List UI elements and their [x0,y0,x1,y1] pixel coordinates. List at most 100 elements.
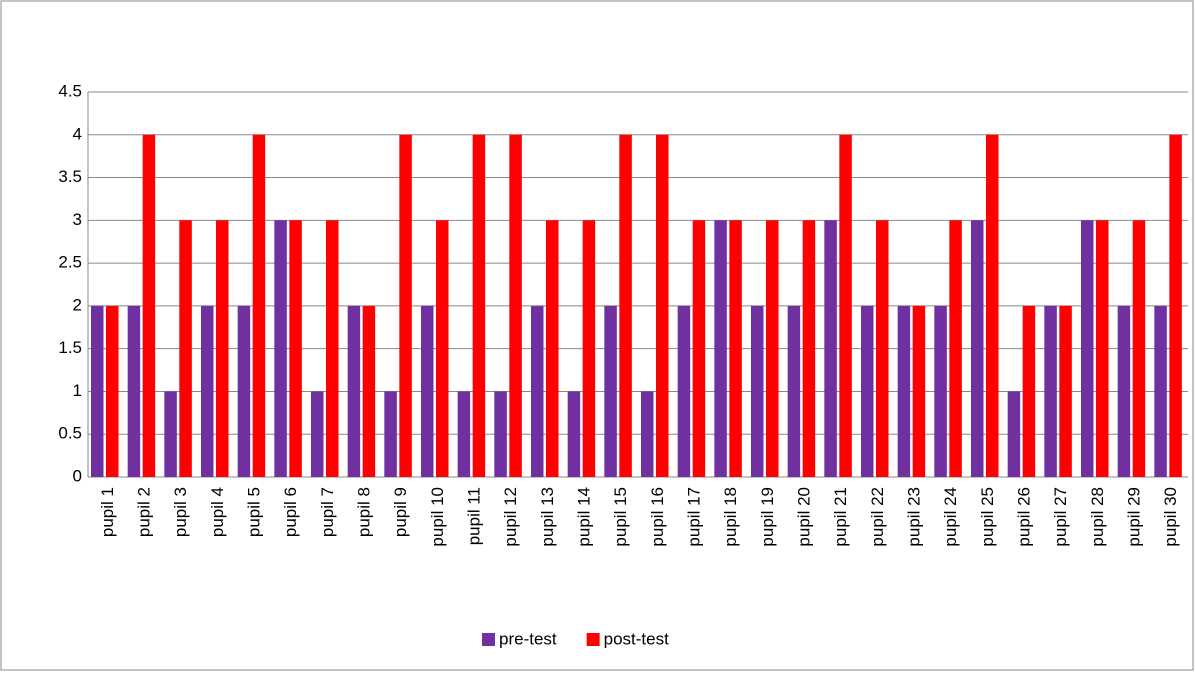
bar [824,220,837,478]
x-tick-label: pupil 14 [574,487,593,547]
bar [971,220,984,478]
bar [201,305,214,477]
legend-swatch [586,633,600,646]
y-tick-label: 1 [73,381,82,400]
bar [1059,305,1072,477]
x-tick-label: pupil 27 [1051,487,1070,547]
x-tick-label: pupil 16 [648,487,667,547]
bar [384,391,397,477]
bar [457,391,471,477]
x-tick-label: pupil 11 [464,487,483,545]
bar [751,305,764,477]
y-tick-label: 0.5 [58,424,82,443]
x-tick-label: pupil 30 [1161,487,1180,547]
bar [692,220,706,478]
bar [897,305,911,477]
bar [986,134,999,477]
bar [91,305,104,477]
x-tick-label: pupil 24 [941,487,960,547]
bar [567,391,581,477]
x-tick-label: pupil 26 [1014,487,1033,547]
y-tick-label: 2 [73,295,82,314]
x-tick-label: pupil 12 [501,487,520,547]
bar [677,305,691,477]
bar [714,220,727,478]
x-tick-label: pupil 9 [391,487,410,537]
bar [546,220,559,478]
y-tick-label: 2.5 [58,253,82,272]
bar [289,220,302,478]
bar [802,220,816,478]
x-tick-label: pupil 28 [1088,487,1107,547]
bar [656,134,669,477]
x-tick-label: pupil 10 [428,487,447,547]
x-tick-label: pupil 1 [98,487,117,537]
x-tick-label: pupil 21 [831,487,850,547]
bar [252,134,266,477]
bar [619,134,632,477]
bar [509,134,522,477]
y-tick-label: 4.5 [58,81,82,100]
x-tick-label: pupil 6 [281,487,300,537]
bar [237,305,251,477]
y-tick-label: 1.5 [58,338,82,357]
bar [326,220,339,478]
bar [311,391,324,477]
x-tick-label: pupil 3 [171,487,190,537]
bar [472,134,486,477]
x-tick-label: pupil 29 [1124,487,1143,547]
bar [106,305,119,477]
bar [1007,391,1021,477]
bar [274,220,287,478]
bar [127,305,141,477]
x-tick-label: pupil 8 [354,487,373,537]
y-tick-label: 3 [73,210,82,229]
bar [1081,220,1094,478]
bar [347,305,361,477]
bar [876,220,889,478]
x-tick-label: pupil 23 [904,487,923,547]
bar [787,305,801,477]
bar [1169,134,1182,477]
bar [934,305,947,477]
bar [1044,305,1057,477]
x-tick-label: pupil 2 [134,487,153,537]
x-tick-label: pupil 4 [208,487,227,537]
bar [949,220,962,478]
bar [1096,220,1109,478]
bar [582,220,596,478]
x-tick-label: pupil 17 [684,487,703,547]
x-tick-label: pupil 7 [318,487,337,537]
bar [1132,220,1146,478]
bar [399,134,412,477]
legend-label: pre-test [499,629,557,648]
x-tick-label: pupil 22 [868,487,887,547]
bar [604,305,617,477]
bar [494,391,507,477]
legend-swatch [482,633,495,646]
bar [1117,305,1131,477]
x-tick-label: pupil 20 [794,487,813,547]
x-tick-label: pupil 25 [978,487,997,547]
y-tick-label: 3.5 [58,167,82,186]
bar [216,220,229,478]
bar [839,134,852,477]
legend-label: post-test [604,629,669,648]
y-tick-label: 0 [73,466,82,485]
bar [164,391,177,477]
bar [729,220,742,478]
bar [362,305,376,477]
x-tick-label: pupil 5 [244,487,263,537]
bar [179,220,192,478]
x-tick-label: pupil 18 [721,487,740,547]
x-tick-label: pupil 13 [538,487,557,547]
bar [436,220,449,478]
bar [861,305,874,477]
bar [766,220,779,478]
bar [142,134,156,477]
bar [1022,305,1036,477]
y-tick-label: 4 [73,124,82,143]
bar [912,305,926,477]
bar [531,305,544,477]
